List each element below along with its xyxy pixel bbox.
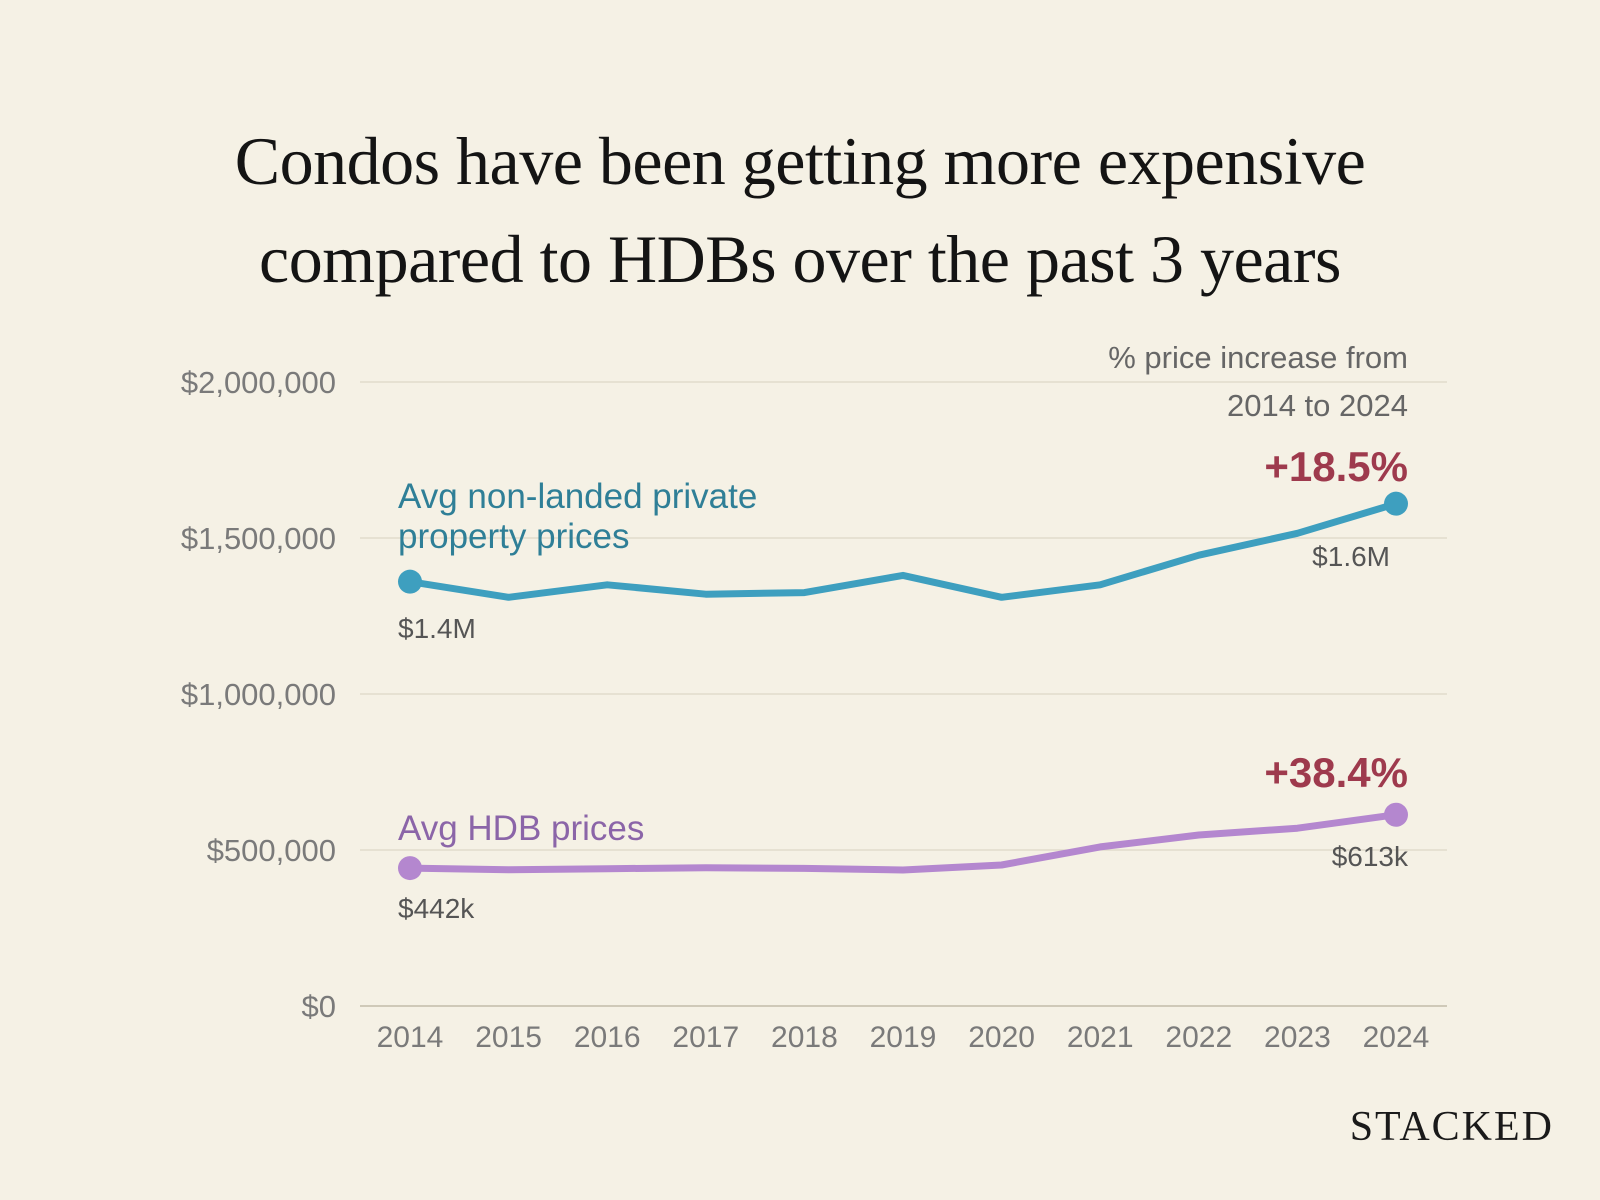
x-tick-label-2017: 2017: [672, 1021, 739, 1054]
x-tick-label-2014: 2014: [377, 1021, 444, 1054]
start-point-marker: [398, 856, 422, 881]
stacked-logo: STACKED: [1349, 1104, 1554, 1150]
chart-title-line-1: Condos have been getting more expensive: [234, 123, 1366, 199]
x-tick-label-2018: 2018: [771, 1021, 838, 1054]
start-value-label: $1.4M: [398, 613, 476, 644]
y-axis-tick-labels: $0 $500,000 $1,000,000 $1,500,000 $2,000,000: [181, 365, 336, 1024]
x-axis-tick-labels: 2014 2015 2016 2017 2018 2019 2020 2021 2022 2023…: [377, 1021, 1430, 1054]
y-tick-label-0: $0: [302, 989, 336, 1024]
chart-title: Condos have been getting more expensive …: [0, 112, 1600, 308]
x-tick-label-2015: 2015: [475, 1021, 542, 1054]
y-tick-label-3: $1,500,000: [181, 521, 336, 556]
start-value-label: $442k: [398, 893, 475, 924]
increase-value: +18.5%: [1264, 443, 1408, 490]
x-tick-label-2016: 2016: [574, 1021, 641, 1054]
x-tick-label-2022: 2022: [1165, 1021, 1232, 1054]
end-value-label: $1.6M: [1312, 541, 1390, 572]
series-label-line-1: Avg non-landed private: [398, 477, 757, 516]
series-label-line-1: Avg HDB prices: [398, 809, 644, 848]
x-tick-label-2019: 2019: [870, 1021, 937, 1054]
y-tick-label-1: $500,000: [207, 833, 336, 868]
increase-header-line-2: 2014 to 2024: [1227, 388, 1408, 423]
series-line: [406, 500, 1400, 601]
end-value-label: $613k: [1332, 841, 1409, 872]
y-tick-label-2: $1,000,000: [181, 677, 336, 712]
series-line: [406, 811, 1400, 874]
x-tick-label-2021: 2021: [1067, 1021, 1134, 1054]
increase-value: +38.4%: [1264, 749, 1408, 796]
series-label-line-2: property prices: [398, 517, 629, 556]
end-point-marker: [1384, 491, 1408, 516]
increase-annotation-header: % price increase from 2014 to 2024: [1108, 340, 1408, 423]
x-tick-label-2023: 2023: [1264, 1021, 1331, 1054]
start-point-marker: [398, 569, 422, 594]
end-point-marker: [1384, 802, 1408, 827]
chart-title-line-2: compared to HDBs over the past 3 years: [259, 221, 1341, 297]
series-hdb: Avg HDB prices $442k $613k +38.4%: [398, 749, 1409, 924]
increase-header-line-1: % price increase from: [1108, 340, 1408, 375]
x-tick-label-2020: 2020: [968, 1021, 1035, 1054]
x-tick-label-2024: 2024: [1363, 1021, 1430, 1054]
y-tick-label-4: $2,000,000: [181, 365, 336, 400]
